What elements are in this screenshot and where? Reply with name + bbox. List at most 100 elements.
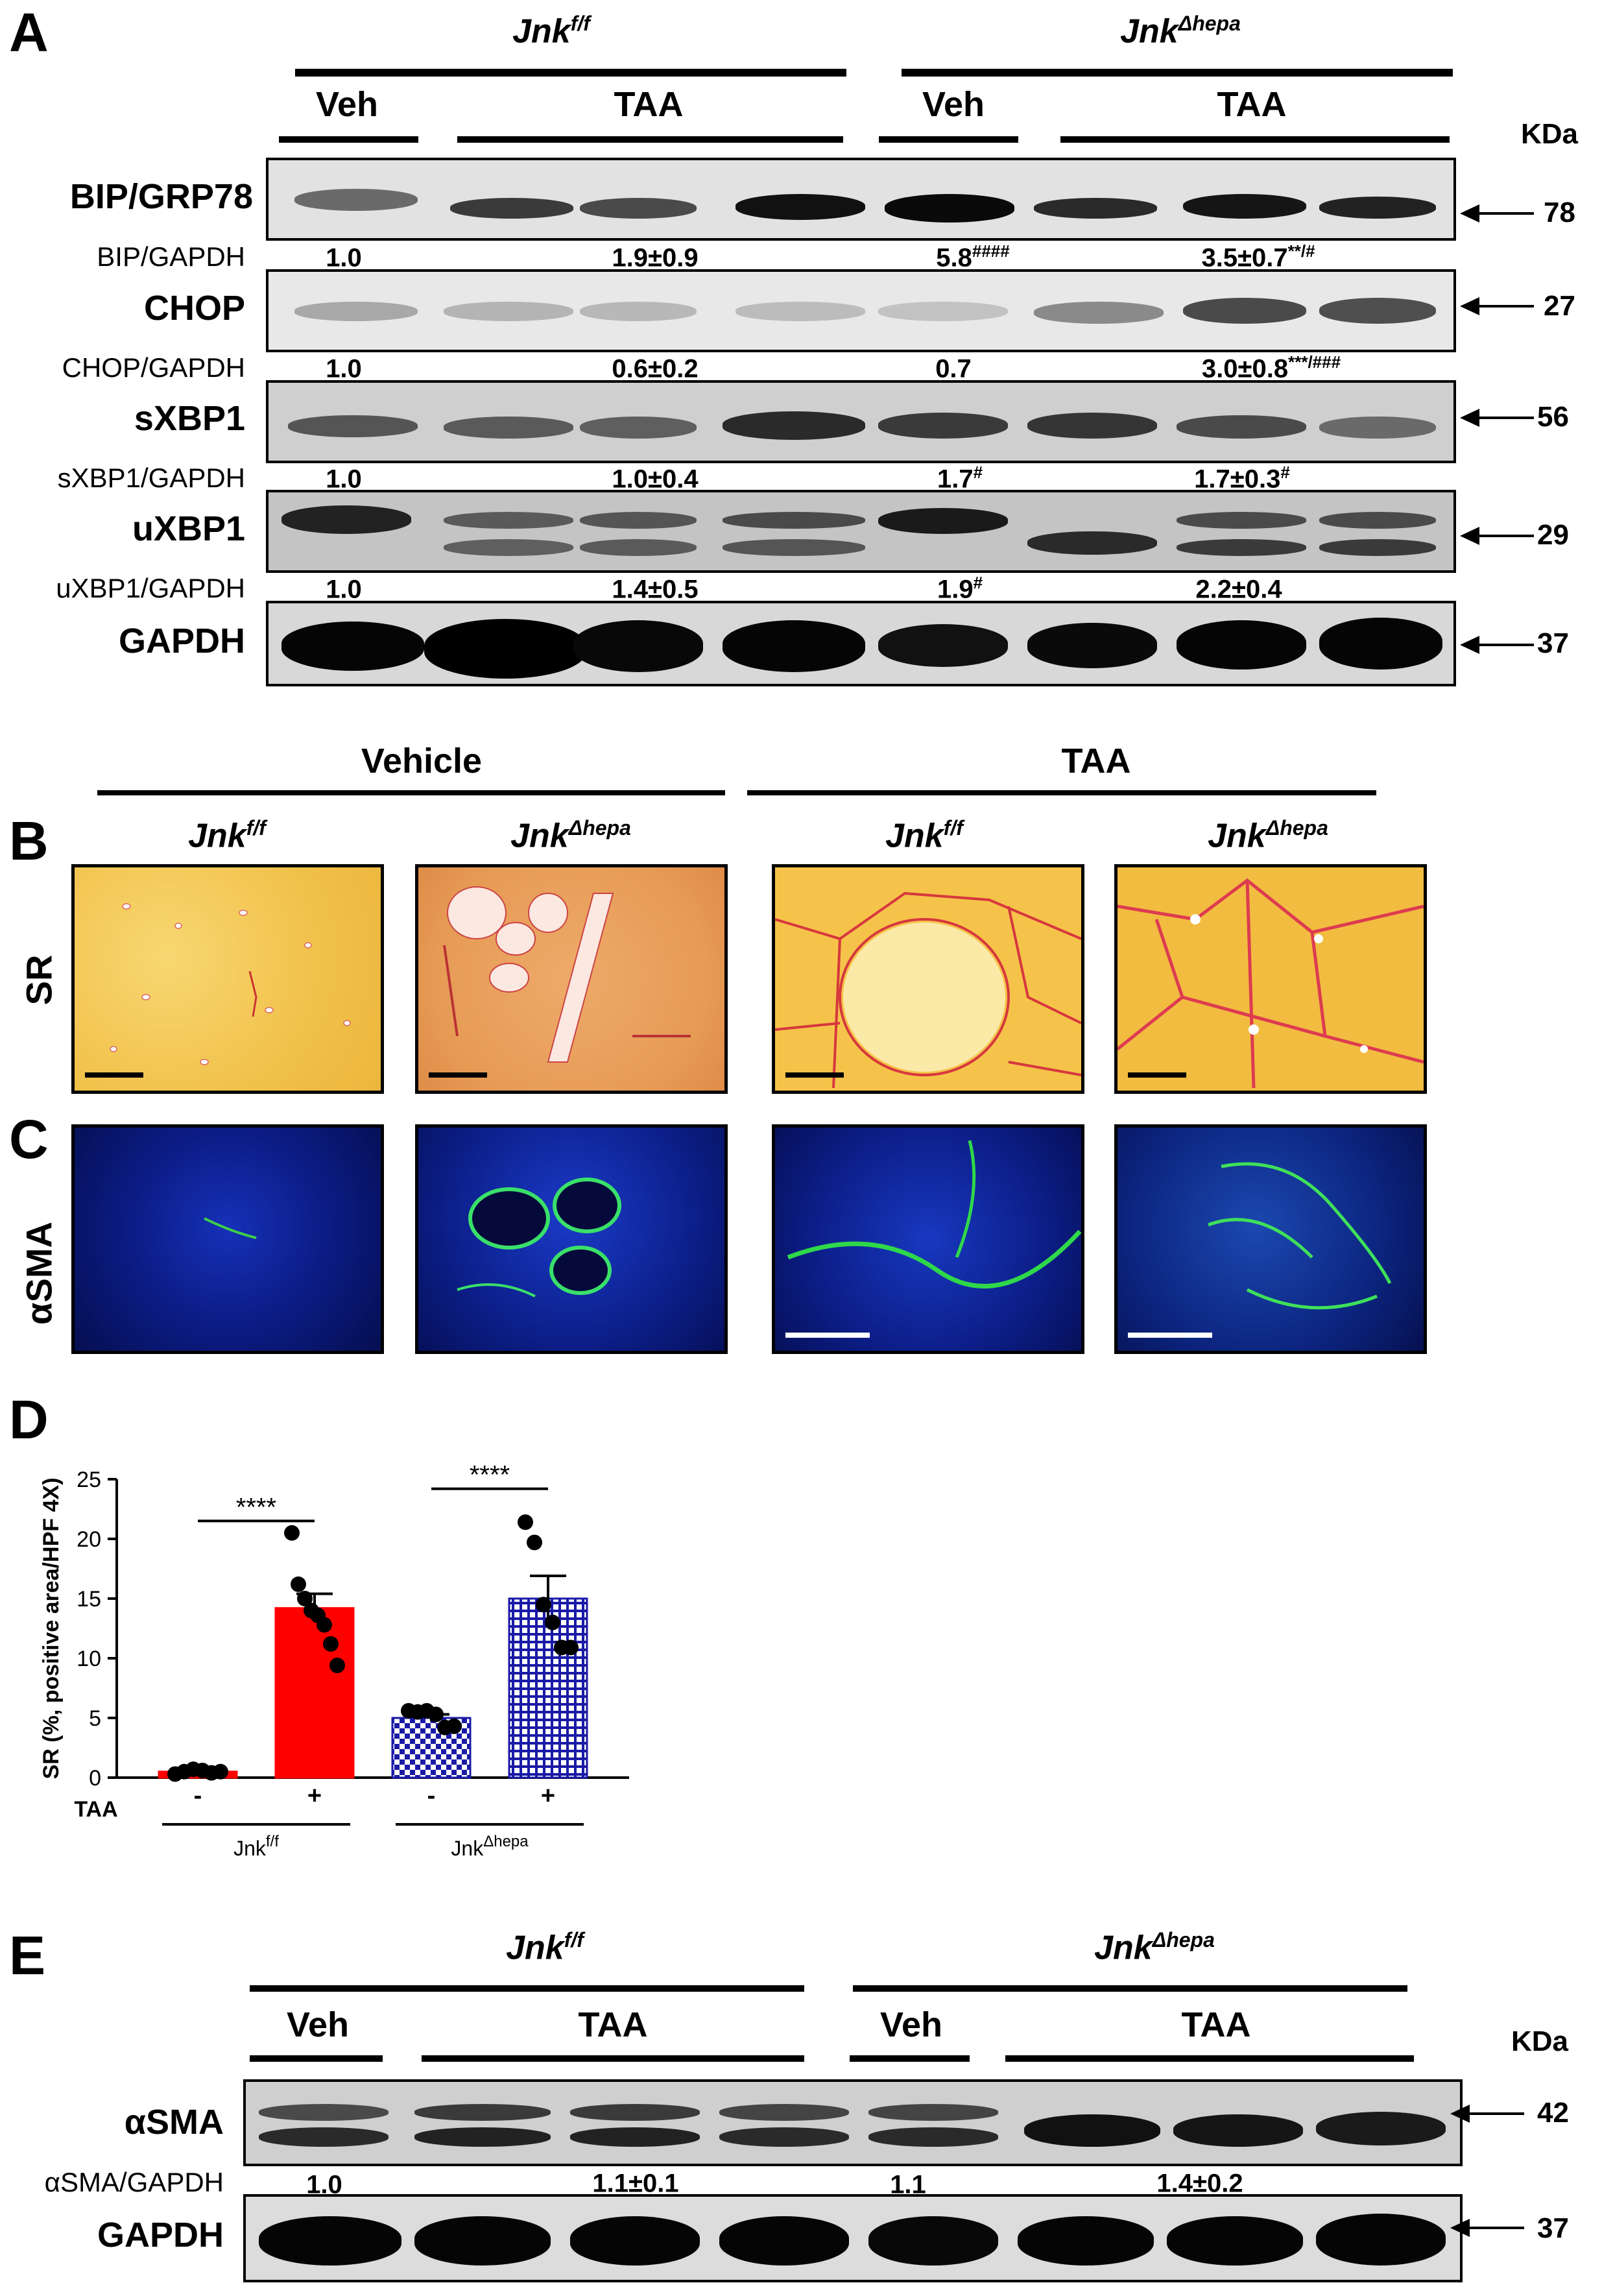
condition-bar: [250, 2055, 383, 2062]
group-bar-hepa: [853, 1985, 1407, 1992]
data-point: [563, 1639, 579, 1656]
kda-marker-gapdh-e: 37: [1537, 2212, 1569, 2244]
data-point: [527, 1534, 542, 1551]
kda-marker-uxbp1: 29: [1537, 519, 1569, 551]
protein-label-sxbp1: sXBP1: [134, 399, 245, 438]
blot-gapdh-e: [243, 2194, 1463, 2282]
ratio-label-bip: BIP/GAPDH: [97, 241, 245, 272]
row-label-asma: αSMA: [18, 1222, 60, 1325]
condition-label: Veh: [922, 85, 985, 124]
blot-chop: [266, 269, 1456, 352]
data-point: [291, 1576, 306, 1592]
ratio-value: 0.6±0.2: [612, 354, 699, 383]
ratio-value: 3.5±0.7**/#: [1201, 241, 1315, 272]
ratio-value: 1.0: [326, 575, 362, 604]
kda-marker-chop: 27: [1544, 290, 1575, 322]
arrow-indicator: [1460, 527, 1534, 545]
sr-micrograph-taa-hepa: [1114, 864, 1427, 1094]
column-header: Jnkf/f: [885, 816, 963, 855]
column-header: JnkΔhepa: [510, 816, 631, 855]
ratio-value: 1.4±0.5: [612, 575, 699, 604]
blot-uxbp1: [266, 490, 1456, 573]
panel-letter-e: E: [9, 1925, 46, 1986]
sr-bar-chart: 0 5 10 15 20 25 SR (%, positive area/HPF 4X) - +…: [39, 1461, 629, 1860]
condition-label: TAA: [1181, 2005, 1251, 2044]
group-bar-hepa: [902, 69, 1453, 77]
treatment-bar: [747, 790, 1376, 795]
ratio-value: 1.9±0.9: [612, 243, 699, 272]
taa-row-label: TAA: [74, 1797, 117, 1822]
ratio-value: 1.0±0.4: [612, 465, 699, 494]
arrow-indicator: [1460, 636, 1534, 654]
condition-bar: [457, 136, 843, 143]
panel-letter-c: C: [9, 1109, 49, 1170]
group-header-jnk-hepa: JnkΔhepa: [1094, 1928, 1215, 1967]
group-label: Jnkf/f: [233, 1833, 279, 1860]
arrow-indicator: [1450, 2219, 1524, 2237]
kda-header: KDa: [1511, 2025, 1569, 2057]
protein-label-bip: BIP/GRP78: [69, 177, 253, 216]
panel-letter-d: D: [9, 1389, 49, 1450]
sr-micrograph-vehicle-ff: [71, 864, 384, 1094]
group-label: JnkΔhepa: [451, 1833, 529, 1860]
ratio-label-uxbp1: uXBP1/GAPDH: [56, 573, 245, 603]
condition-bar: [1060, 136, 1450, 143]
ratio-value: 1.1: [890, 2170, 926, 2199]
arrow-indicator: [1460, 204, 1534, 223]
kda-marker-asma: 42: [1537, 2097, 1569, 2129]
ratio-value: 2.2±0.4: [1195, 575, 1282, 604]
taa-mark: -: [194, 1782, 202, 1809]
condition-label: TAA: [1217, 85, 1287, 124]
protein-label-gapdh: GAPDH: [118, 622, 245, 660]
arrow-indicator: [1460, 409, 1534, 427]
asma-micrograph-vehicle-hepa: [415, 1124, 728, 1354]
taa-mark: +: [541, 1782, 555, 1809]
ratio-label-chop: CHOP/GAPDH: [62, 352, 245, 383]
bar: [274, 1607, 355, 1779]
condition-label: Veh: [286, 2005, 350, 2044]
blot-asma: [243, 2079, 1463, 2166]
kda-marker-sxbp1: 56: [1537, 401, 1569, 433]
panel-letter-b: B: [9, 810, 49, 871]
taa-mark: -: [427, 1782, 436, 1809]
condition-label: Veh: [315, 85, 379, 124]
arrow-indicator: [1460, 297, 1534, 315]
data-point: [297, 1591, 313, 1606]
condition-label: TAA: [578, 2005, 648, 2044]
y-axis-title: SR (%, positive area/HPF 4X): [39, 1478, 64, 1780]
group-header-jnk-hepa: JnkΔhepa: [1120, 12, 1241, 51]
y-tick-label: 25: [77, 1468, 101, 1492]
y-tick-label: 15: [77, 1587, 101, 1612]
sr-micrograph-vehicle-hepa: [415, 864, 728, 1094]
ratio-value: 1.7#: [937, 463, 983, 494]
y-tick-label: 5: [89, 1706, 101, 1731]
condition-bar: [879, 136, 1018, 143]
group-header-jnk-ff: Jnkf/f: [506, 1928, 584, 1967]
ratio-value: 1.7±0.3#: [1194, 463, 1290, 494]
group-header-jnk-ff: Jnkf/f: [512, 12, 590, 51]
asma-micrograph-taa-hepa: [1114, 1124, 1427, 1354]
data-point: [284, 1525, 300, 1541]
ratio-value: 1.0: [326, 354, 362, 383]
asma-micrograph-taa-ff: [772, 1124, 1084, 1354]
taa-mark: +: [307, 1782, 322, 1809]
protein-label-asma: αSMA: [124, 2103, 224, 2142]
blot-gapdh: [266, 601, 1456, 686]
kda-header: KDa: [1521, 118, 1579, 150]
ratio-label-asma: αSMA/GAPDH: [44, 2167, 224, 2197]
group-bar-ff: [295, 69, 846, 77]
y-tick-label: 20: [77, 1527, 101, 1552]
protein-label-gapdh: GAPDH: [97, 2216, 224, 2254]
significance-stars: ****: [236, 1493, 276, 1521]
blot-bip: [266, 158, 1456, 241]
asma-micrograph-vehicle-ff: [71, 1124, 384, 1354]
sr-micrograph-taa-ff: [772, 864, 1084, 1094]
ratio-value: 5.8####: [936, 241, 1010, 272]
kda-marker-bip: 78: [1544, 197, 1575, 228]
group-bar-ff: [250, 1985, 804, 1992]
ratio-value: 1.0: [306, 2170, 342, 2199]
ratio-value: 1.9#: [937, 573, 983, 604]
data-point: [545, 1614, 560, 1630]
condition-label: TAA: [614, 85, 684, 124]
panel-letter-a: A: [9, 2, 49, 63]
